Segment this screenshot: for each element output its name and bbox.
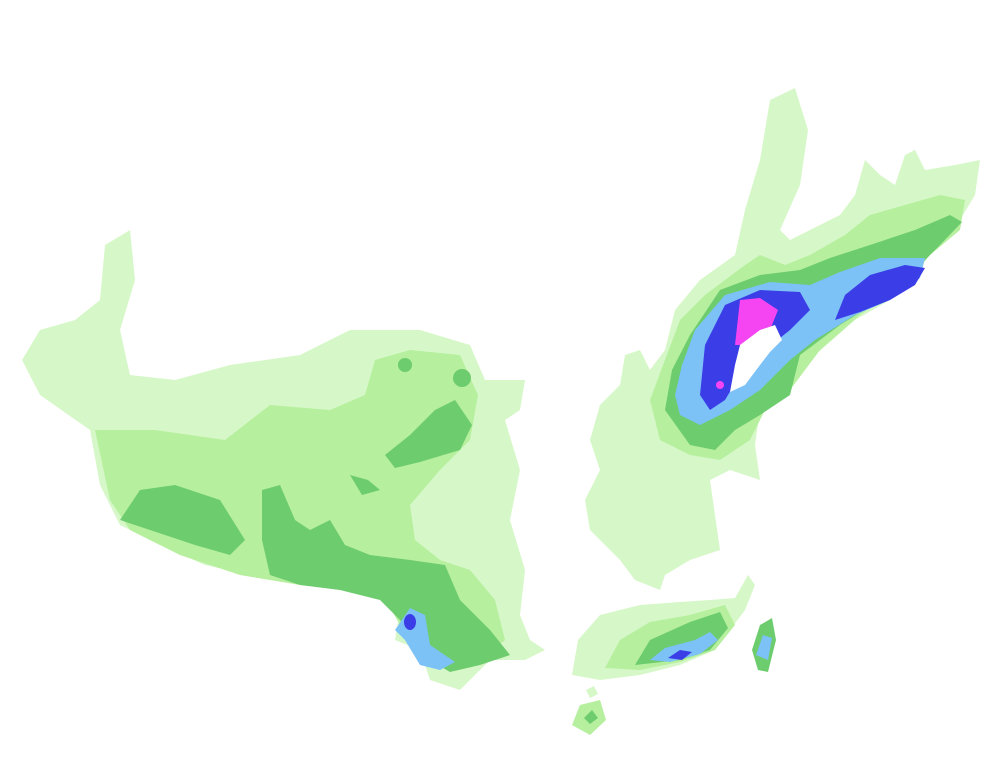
west-region-level3e xyxy=(398,358,412,372)
west-region-level3d xyxy=(350,475,380,495)
south-region-level3 xyxy=(635,612,728,665)
west-region-level3c xyxy=(385,400,472,468)
west-region-level3f xyxy=(453,369,471,387)
south-region-level4 xyxy=(650,632,718,662)
west-region-level5 xyxy=(404,614,416,630)
small-island xyxy=(586,686,598,698)
hainan-island-level3 xyxy=(584,710,598,724)
south-region-level5 xyxy=(668,650,692,660)
northeast-region-level6 xyxy=(735,298,778,345)
taiwan-island-level4 xyxy=(756,635,772,660)
northeast-region-level6b xyxy=(716,381,724,389)
west-region-level3b xyxy=(262,485,510,672)
west-region xyxy=(22,230,545,690)
south-region xyxy=(572,575,776,735)
west-region-level3a xyxy=(120,485,245,555)
northeast-region-level5b xyxy=(835,265,925,320)
bohai-gulf xyxy=(730,325,782,392)
northeast-region xyxy=(585,88,980,590)
